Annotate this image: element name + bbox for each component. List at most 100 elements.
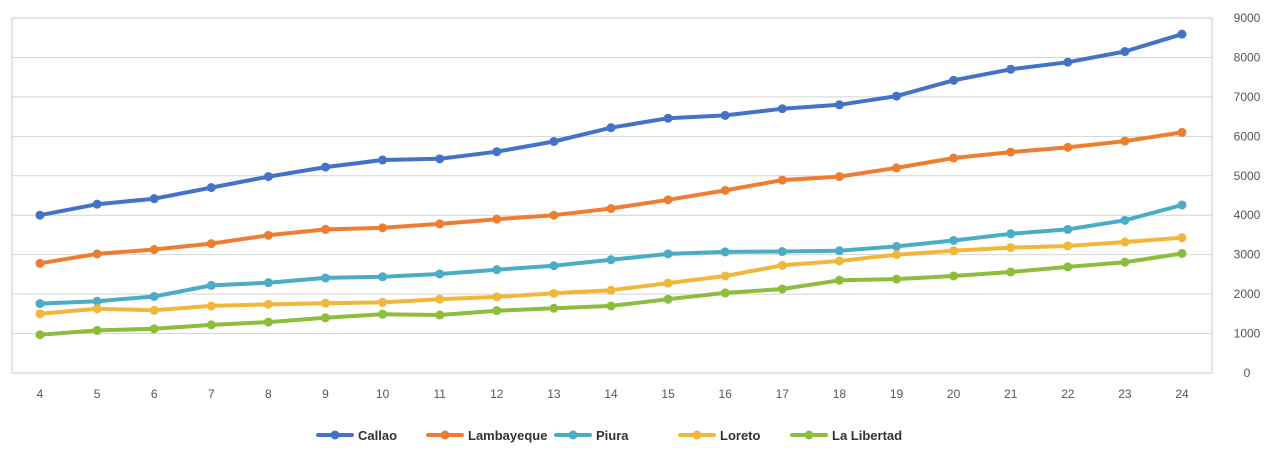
x-tick-label: 7 [208, 387, 215, 401]
data-point [549, 288, 559, 298]
legend-label: Loreto [720, 428, 761, 443]
legend-marker [804, 430, 814, 440]
x-tick-label: 6 [151, 387, 158, 401]
data-point [949, 75, 959, 85]
data-point [949, 153, 959, 163]
series-loreto [35, 233, 1187, 319]
data-point [663, 278, 673, 288]
data-point [606, 301, 616, 311]
data-point [378, 272, 388, 282]
data-point [949, 246, 959, 256]
data-point [378, 155, 388, 165]
data-point [1006, 243, 1016, 253]
data-point [663, 113, 673, 123]
data-point [892, 163, 901, 173]
x-tick-label: 4 [37, 387, 44, 401]
data-point [149, 245, 159, 255]
data-point [1063, 241, 1073, 251]
data-point [206, 301, 216, 311]
data-point [435, 154, 445, 164]
data-point [435, 294, 445, 304]
data-point [1177, 200, 1187, 210]
legend-marker [568, 430, 578, 440]
y-tick-label: 5000 [1234, 169, 1261, 183]
legend-item: Callao [316, 428, 397, 443]
x-tick-label: 15 [661, 387, 675, 401]
data-point [435, 310, 445, 320]
data-point [834, 100, 844, 110]
data-point [834, 172, 844, 182]
data-point [1177, 29, 1187, 39]
x-tick-label: 21 [1004, 387, 1018, 401]
x-tick-label: 13 [547, 387, 561, 401]
data-point [1120, 47, 1130, 57]
data-point [1177, 248, 1187, 258]
legend-label: Callao [358, 428, 397, 443]
data-point [663, 195, 673, 205]
data-point [378, 309, 388, 319]
data-point [720, 271, 730, 281]
data-point [1006, 64, 1016, 74]
data-point [892, 274, 901, 284]
data-point [149, 194, 159, 204]
x-tick-label: 10 [376, 387, 390, 401]
legend: Callao Lambayeque Piura Loreto La Libertad [316, 428, 902, 443]
data-point [435, 269, 445, 279]
legend-marker [692, 430, 702, 440]
data-point [263, 278, 273, 288]
data-point [435, 219, 445, 229]
data-point [1006, 147, 1016, 157]
x-tick-label: 23 [1118, 387, 1132, 401]
legend-item: Loreto [678, 428, 761, 443]
data-point [149, 291, 159, 301]
data-point [834, 275, 844, 285]
data-point [92, 304, 102, 314]
data-point [1177, 127, 1187, 137]
x-tick-label: 12 [490, 387, 504, 401]
legend-item: Lambayeque [426, 428, 547, 443]
data-point [777, 247, 787, 257]
data-point [949, 271, 959, 281]
y-tick-label: 2000 [1234, 287, 1261, 301]
data-point [663, 249, 673, 259]
data-point [892, 91, 901, 101]
data-point [35, 299, 45, 309]
x-tick-label: 24 [1175, 387, 1189, 401]
data-point [720, 110, 730, 120]
series-piura [35, 200, 1187, 309]
x-tick-label: 20 [947, 387, 961, 401]
data-point [263, 299, 273, 309]
data-point [149, 305, 159, 315]
data-point [35, 309, 45, 319]
y-tick-label: 8000 [1234, 50, 1261, 64]
legend-item: La Libertad [790, 428, 902, 443]
x-tick-label: 9 [322, 387, 329, 401]
data-point [777, 175, 787, 185]
x-tick-label: 19 [890, 387, 904, 401]
data-point [206, 280, 216, 290]
data-point [92, 249, 102, 259]
data-point [492, 147, 502, 157]
data-point [263, 230, 273, 240]
legend-marker [440, 430, 450, 440]
data-point [92, 325, 102, 335]
y-tick-label: 1000 [1234, 327, 1261, 341]
x-tick-label: 16 [719, 387, 733, 401]
data-point [606, 204, 616, 214]
data-point [777, 284, 787, 294]
x-axis-ticks: 4 5 6 7 8 9 10 11 12 13 14 15 16 17 18 19 20 21 22 23 24 [37, 387, 1189, 401]
data-point [1177, 233, 1187, 243]
y-tick-label: 4000 [1234, 208, 1261, 222]
data-point [720, 288, 730, 298]
data-point [321, 298, 330, 308]
y-axis-ticks: 0 1000 2000 3000 4000 5000 6000 7000 8000 9000 [1234, 11, 1261, 380]
data-point [149, 324, 159, 334]
y-tick-label: 6000 [1234, 129, 1261, 143]
data-point [1063, 57, 1073, 67]
legend-label: La Libertad [832, 428, 902, 443]
y-tick-label: 0 [1244, 366, 1251, 380]
data-point [1120, 257, 1130, 267]
y-tick-label: 3000 [1234, 248, 1261, 262]
legend-label: Piura [596, 428, 629, 443]
x-tick-label: 22 [1061, 387, 1075, 401]
